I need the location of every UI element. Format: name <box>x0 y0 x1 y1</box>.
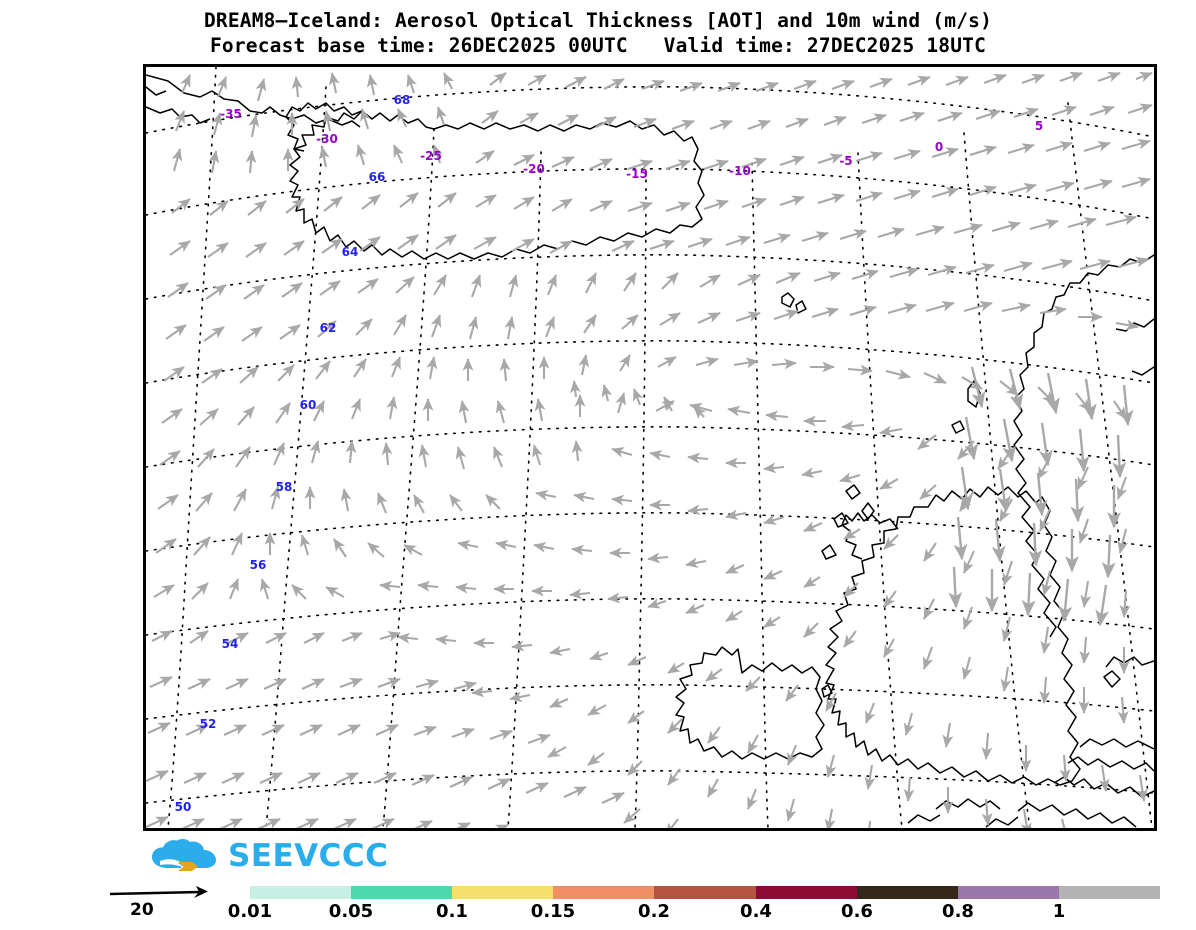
colorbar-tick-labels: 0.01 0.05 0.1 0.15 0.2 0.4 0.6 0.8 1 <box>228 899 1160 929</box>
colorbar-segment <box>452 886 554 899</box>
colorbar-segment <box>250 886 352 899</box>
chart-title-block: DREAM8—Iceland: Aerosol Optical Thicknes… <box>0 8 1196 58</box>
map-canvas <box>146 67 1154 828</box>
aot-colorbar: 0.01 0.05 0.1 0.15 0.2 0.4 0.6 0.8 1 <box>228 886 1160 930</box>
colorbar-tick: 0.1 <box>436 901 468 922</box>
page-title: DREAM8—Iceland: Aerosol Optical Thicknes… <box>203 9 993 32</box>
colorbar-segment <box>351 886 453 899</box>
colorbar-gradient <box>250 886 1160 899</box>
seevccc-logo: SEEVCCC <box>148 836 388 876</box>
colorbar-tick: 0.6 <box>841 901 873 922</box>
colorbar-segment <box>856 886 958 899</box>
colorbar-segment <box>654 886 756 899</box>
colorbar-segment <box>1058 886 1160 899</box>
coastlines <box>146 74 1154 828</box>
colorbar-segment <box>755 886 857 899</box>
map-panel[interactable]: 68 66 64 62 60 58 56 54 52 50 -35 -30 -2… <box>143 64 1157 831</box>
cloud-icon <box>152 838 216 871</box>
wind-scale-arrow-icon <box>109 886 208 898</box>
colorbar-tick: 0.2 <box>638 901 670 922</box>
wind-vector-field <box>146 71 1153 828</box>
wind-scale-value: 20 <box>130 900 154 920</box>
colorbar-tick: 0.4 <box>740 901 772 922</box>
colorbar-tick: 0.8 <box>942 901 974 922</box>
forecast-time-subtitle: Forecast base time: 26DEC2025 00UTC Vali… <box>209 34 987 57</box>
wind-scale-reference: 20 <box>108 886 212 928</box>
colorbar-tick: 0.01 <box>227 901 273 922</box>
latitude-gridlines <box>146 86 1154 804</box>
colorbar-tick: 0.15 <box>530 901 576 922</box>
colorbar-tick: 1 <box>1052 901 1066 922</box>
colorbar-segment <box>957 886 1059 899</box>
colorbar-tick: 0.05 <box>328 901 374 922</box>
colorbar-segment <box>553 886 655 899</box>
seevccc-logo-text: SEEVCCC <box>228 838 389 874</box>
